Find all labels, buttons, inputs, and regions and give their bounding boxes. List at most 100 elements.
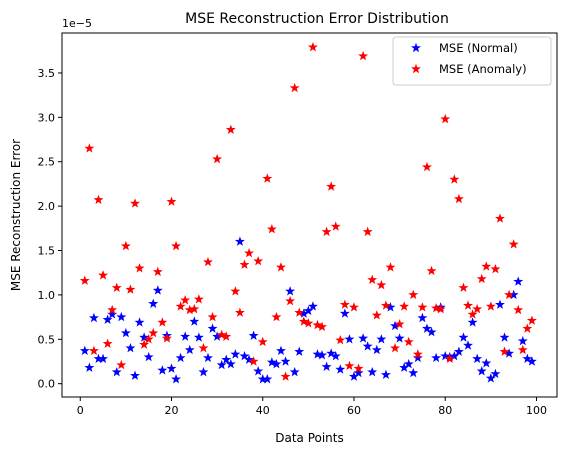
data-point [408, 289, 419, 300]
axes-frame [61, 32, 558, 398]
data-point [376, 334, 387, 344]
data-point [285, 295, 296, 306]
data-point [88, 312, 99, 323]
data-point [517, 335, 528, 346]
data-point [490, 263, 501, 274]
x-tick-label: 40 [256, 404, 270, 417]
data-point [152, 266, 163, 277]
data-point [339, 308, 350, 318]
data-point [244, 247, 255, 258]
data-point [362, 341, 373, 351]
data-point [130, 370, 140, 380]
data-point [134, 263, 145, 273]
data-point [390, 342, 400, 353]
data-point [435, 303, 446, 314]
data-point [367, 274, 378, 285]
y-ticks: 0.0 0.5 1.0 1.5 2.0 2.5 3.0 3.5 [38, 67, 62, 391]
x-ticks: 0 20 40 60 80 100 [77, 397, 547, 417]
data-point [180, 295, 191, 305]
data-point [152, 285, 163, 295]
data-point [266, 224, 277, 234]
data-point [175, 352, 186, 363]
data-point [362, 226, 373, 237]
data-point [307, 42, 318, 52]
data-point [476, 273, 487, 284]
data-point [481, 358, 492, 368]
data-point [230, 286, 241, 296]
data-point [120, 240, 131, 251]
data-point [330, 221, 341, 231]
data-point [262, 173, 273, 183]
data-point [472, 303, 483, 314]
legend-label: MSE (Normal) [439, 41, 518, 55]
data-point [449, 174, 460, 184]
legend: MSE (Normal) MSE (Anomaly) [392, 36, 552, 86]
data-point [294, 346, 305, 356]
data-point [157, 317, 168, 327]
y-tick-label: 1.5 [38, 245, 56, 258]
data-point [285, 286, 296, 296]
data-point [371, 310, 382, 320]
data-point [248, 330, 259, 340]
data-point [84, 362, 95, 372]
data-point [276, 262, 286, 272]
series-0 [79, 236, 537, 384]
data-point [526, 315, 537, 325]
legend-label: MSE (Anomaly) [439, 62, 527, 76]
data-point [380, 369, 391, 380]
data-point [148, 327, 159, 338]
data-point [234, 236, 245, 246]
data-point [203, 352, 213, 363]
data-point [344, 334, 355, 344]
data-point [321, 226, 332, 237]
legend-box [392, 36, 552, 86]
data-point [98, 270, 109, 280]
data-point [522, 323, 533, 333]
data-point [317, 350, 327, 360]
data-point [394, 333, 405, 343]
data-point [207, 311, 218, 322]
data-point [88, 345, 99, 356]
data-point [193, 294, 204, 304]
data-point [440, 113, 451, 124]
data-point [120, 327, 131, 338]
data-point [116, 311, 127, 322]
data-point [239, 259, 250, 269]
data-point [385, 262, 396, 272]
data-point [84, 143, 95, 153]
data-point [349, 302, 359, 312]
data-point [198, 366, 209, 377]
data-point [472, 353, 483, 364]
data-point [171, 374, 182, 384]
data-point [476, 366, 487, 376]
data-point [271, 311, 282, 322]
data-point [513, 276, 524, 286]
data-point [111, 282, 122, 293]
data-point [485, 301, 496, 311]
data-point [371, 344, 382, 355]
chart-title: MSE Reconstruction Error Distribution [185, 11, 449, 27]
data-point [280, 371, 291, 381]
data-point [376, 279, 387, 290]
data-point [417, 302, 428, 312]
data-point [399, 301, 410, 311]
data-point [463, 340, 473, 350]
data-point [403, 336, 414, 347]
data-point [134, 317, 145, 327]
data-point [358, 50, 369, 61]
x-tick-label: 60 [347, 404, 361, 417]
data-point [166, 363, 177, 373]
data-point [495, 213, 505, 223]
data-point [111, 366, 122, 377]
data-point [130, 198, 140, 208]
data-point [102, 338, 113, 348]
x-tick-label: 80 [438, 404, 452, 417]
data-point [184, 344, 195, 355]
data-point [467, 317, 478, 327]
data-point [431, 352, 442, 363]
data-point [125, 342, 136, 353]
data-point [458, 282, 469, 293]
y-offset-label: 1e−5 [62, 17, 92, 30]
data-point [257, 336, 268, 347]
